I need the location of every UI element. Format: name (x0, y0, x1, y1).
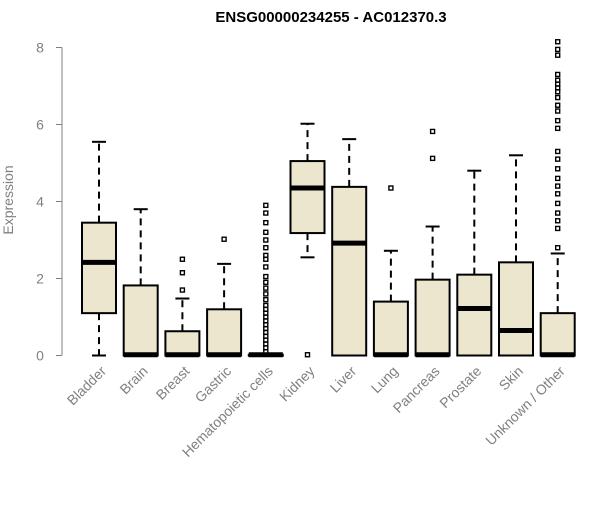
outlier-point (263, 210, 269, 216)
outlier-point (179, 287, 186, 293)
outlier-point (263, 302, 269, 309)
x-category-label: Bladder (64, 363, 110, 409)
outlier-point (263, 285, 269, 291)
box-group (498, 154, 534, 357)
outlier-point (555, 39, 561, 45)
box (539, 312, 576, 357)
box-group (206, 236, 243, 358)
outlier-point (555, 183, 561, 189)
box (331, 185, 368, 357)
box (289, 160, 326, 235)
outlier-point (555, 46, 561, 53)
outlier-point (555, 156, 561, 162)
outlier-point (263, 252, 269, 259)
box-group (414, 128, 451, 358)
outlier-point (555, 175, 561, 182)
y-axis-title: Expression (0, 165, 16, 234)
outlier-point (263, 279, 269, 286)
box (414, 278, 451, 357)
outlier-point (263, 264, 269, 270)
outlier-point (555, 191, 561, 197)
outlier-point (304, 352, 311, 358)
box (164, 330, 201, 357)
outlier-point (263, 273, 269, 280)
y-tick-label: 2 (36, 271, 44, 287)
box (122, 284, 159, 357)
outlier-point (555, 52, 561, 58)
x-category-label: Unknown / Other (482, 363, 568, 449)
y-tick-label: 0 (36, 348, 44, 364)
box-group (164, 256, 201, 358)
outlier-point (263, 229, 269, 236)
box-group (456, 169, 493, 357)
outlier-point (263, 219, 269, 226)
outlier-point (263, 244, 269, 251)
outlier-point (555, 125, 561, 132)
outlier-point (555, 200, 561, 207)
outlier-point (555, 166, 561, 172)
x-category-label: Prostate (436, 363, 484, 411)
outlier-point (179, 270, 186, 276)
outlier-point (429, 155, 436, 162)
chart-title: ENSG00000234255 - AC012370.3 (215, 9, 446, 26)
outlier-point (263, 237, 269, 243)
outlier-point (555, 218, 561, 224)
x-category-label: Liver (327, 363, 360, 396)
outlier-point (429, 128, 436, 135)
outlier-point (555, 108, 561, 114)
outlier-point (555, 210, 561, 216)
outlier-point (555, 117, 561, 124)
box-group (247, 202, 284, 358)
outlier-point (388, 185, 394, 191)
box (456, 273, 493, 357)
outlier-point (555, 94, 561, 101)
x-category-label: Lung (368, 363, 401, 396)
box-group (122, 208, 159, 358)
box-series (81, 39, 576, 358)
box-group (539, 39, 576, 358)
y-tick-label: 6 (36, 117, 44, 133)
box-group (81, 140, 117, 357)
box-group (331, 138, 368, 357)
outlier-point (263, 202, 269, 209)
x-category-label: Brain (116, 363, 150, 397)
x-category-label: Skin (496, 363, 527, 394)
box (372, 300, 409, 357)
x-category-label: Kidney (276, 363, 318, 405)
outlier-point (555, 102, 561, 108)
outlier-point (179, 256, 186, 262)
y-tick-label: 4 (36, 194, 44, 210)
outlier-point (555, 71, 561, 78)
outlier-point (555, 244, 561, 251)
x-category-label: Breast (153, 363, 193, 403)
box-group (372, 185, 409, 358)
outlier-point (555, 148, 561, 155)
outlier-point (263, 296, 269, 303)
box (81, 221, 117, 315)
y-tick-label: 8 (36, 40, 44, 56)
box (498, 261, 534, 357)
outlier-point (263, 291, 269, 297)
y-axis: 0 2 4 6 8 (36, 40, 63, 364)
outlier-point (555, 77, 561, 83)
outlier-point (555, 225, 561, 232)
box-group (289, 122, 326, 358)
outlier-point (221, 236, 227, 242)
box (206, 308, 243, 357)
